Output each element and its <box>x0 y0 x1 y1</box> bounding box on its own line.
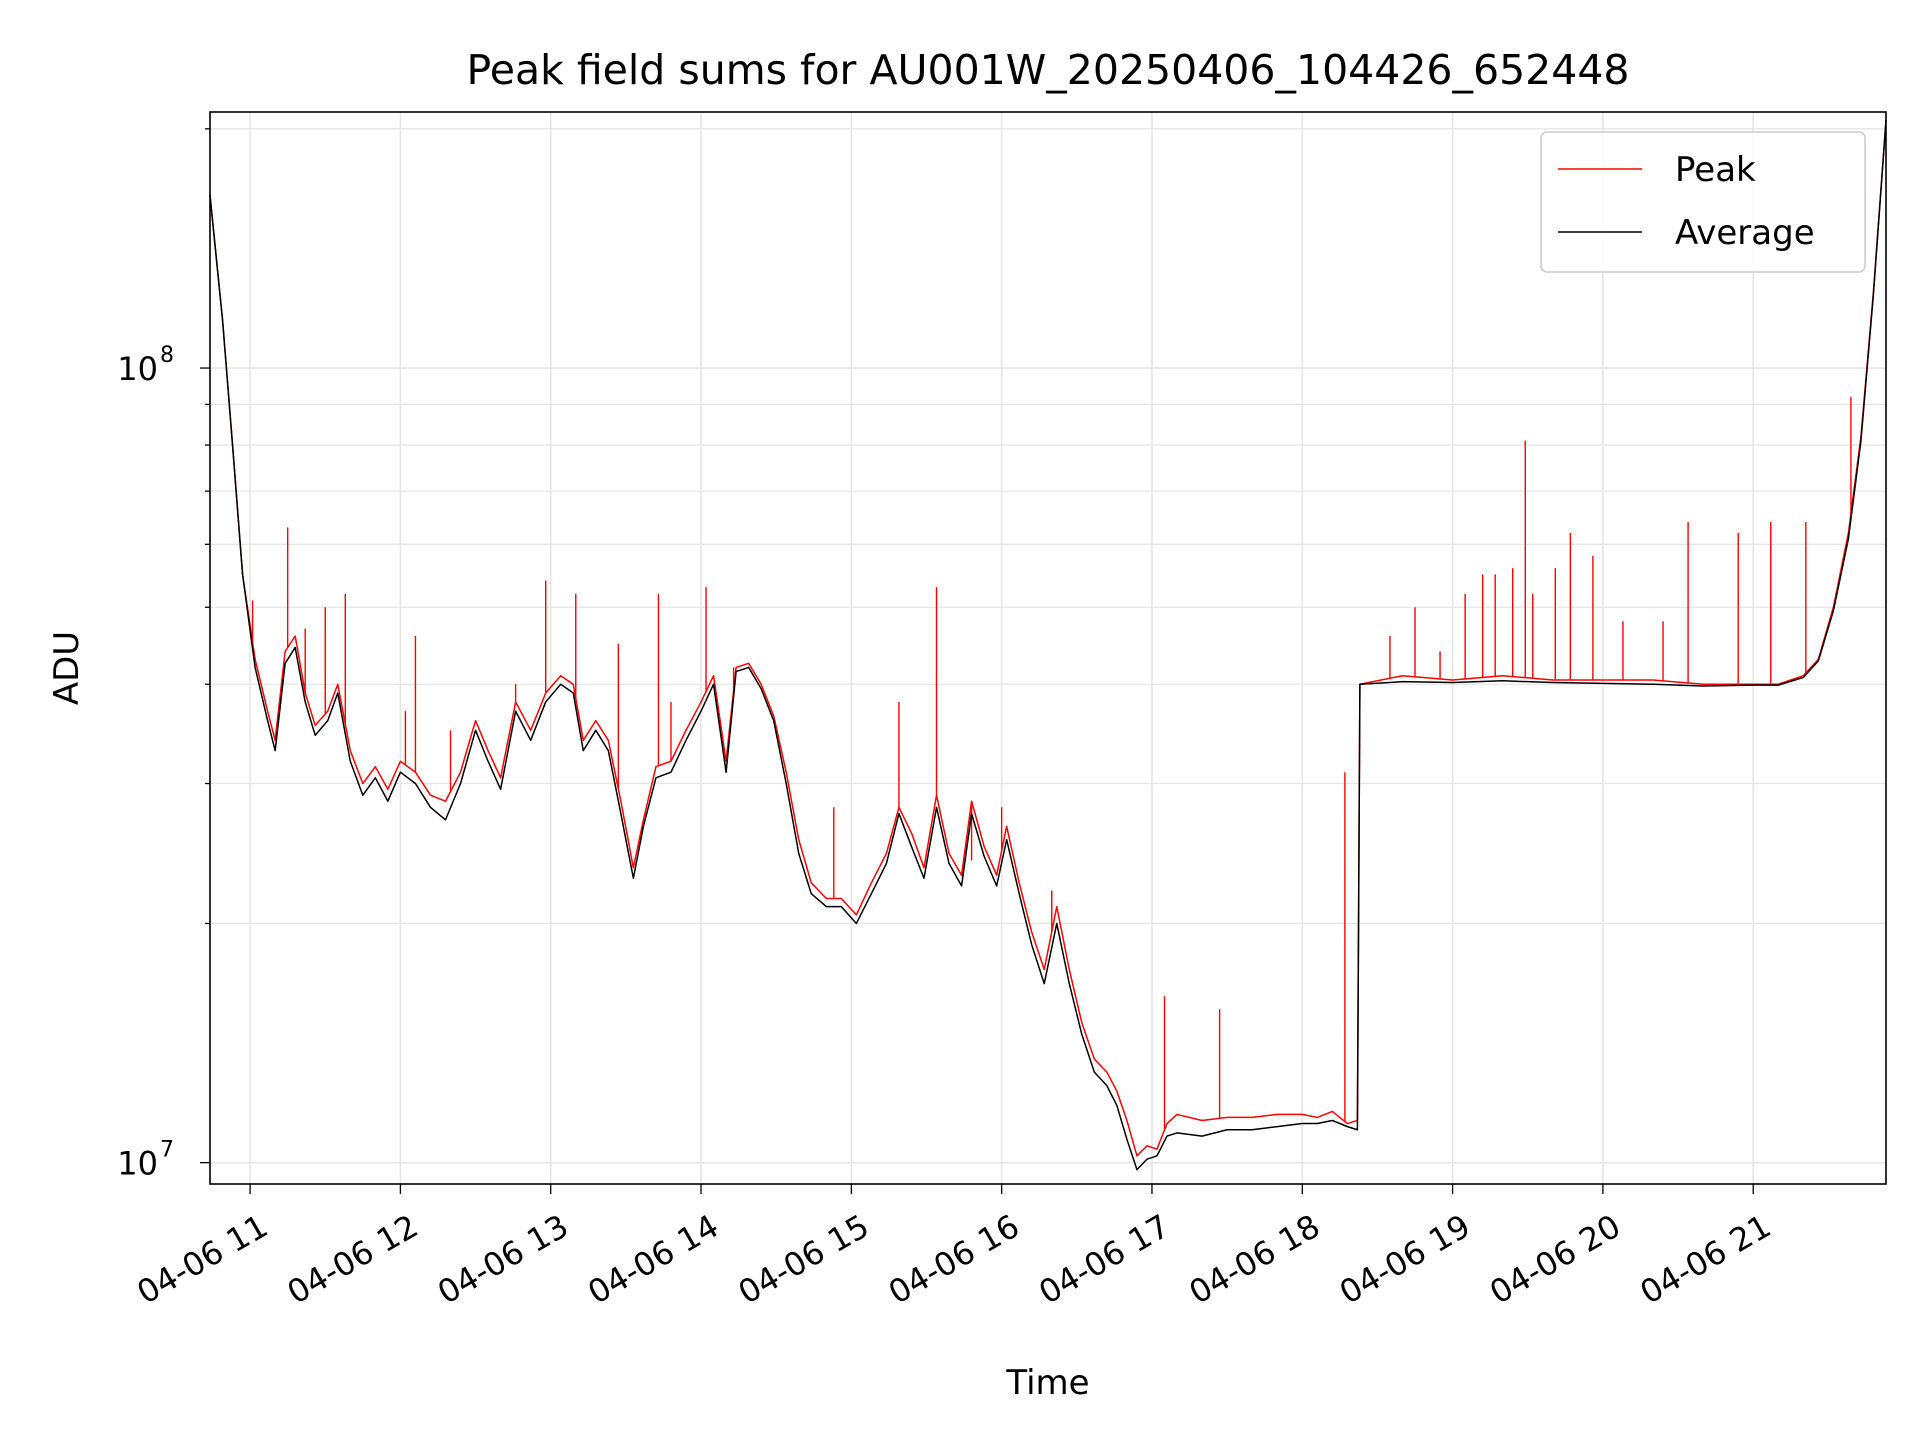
y-axis-label: ADU <box>47 631 87 705</box>
grid <box>210 112 1886 1184</box>
legend: Peak Average <box>1540 131 1866 273</box>
y-tick-label: 10 <box>117 350 158 388</box>
y-tick-label-exponent: 7 <box>160 1138 174 1163</box>
x-axis-label: Time <box>1005 1363 1089 1403</box>
y-tick-label-exponent: 8 <box>160 343 174 368</box>
series-line-average <box>209 120 1887 1171</box>
series-line-peak <box>209 120 1887 1157</box>
legend-box <box>1540 131 1866 273</box>
legend-label-peak: Peak <box>1675 150 1756 190</box>
axes-frame <box>209 111 1887 1185</box>
legend-label-average: Average <box>1675 213 1815 253</box>
plot-area <box>209 120 1887 1171</box>
chart-title: Peak field sums for AU001W_20250406_1044… <box>466 46 1629 94</box>
y-tick-label: 10 <box>117 1145 158 1183</box>
